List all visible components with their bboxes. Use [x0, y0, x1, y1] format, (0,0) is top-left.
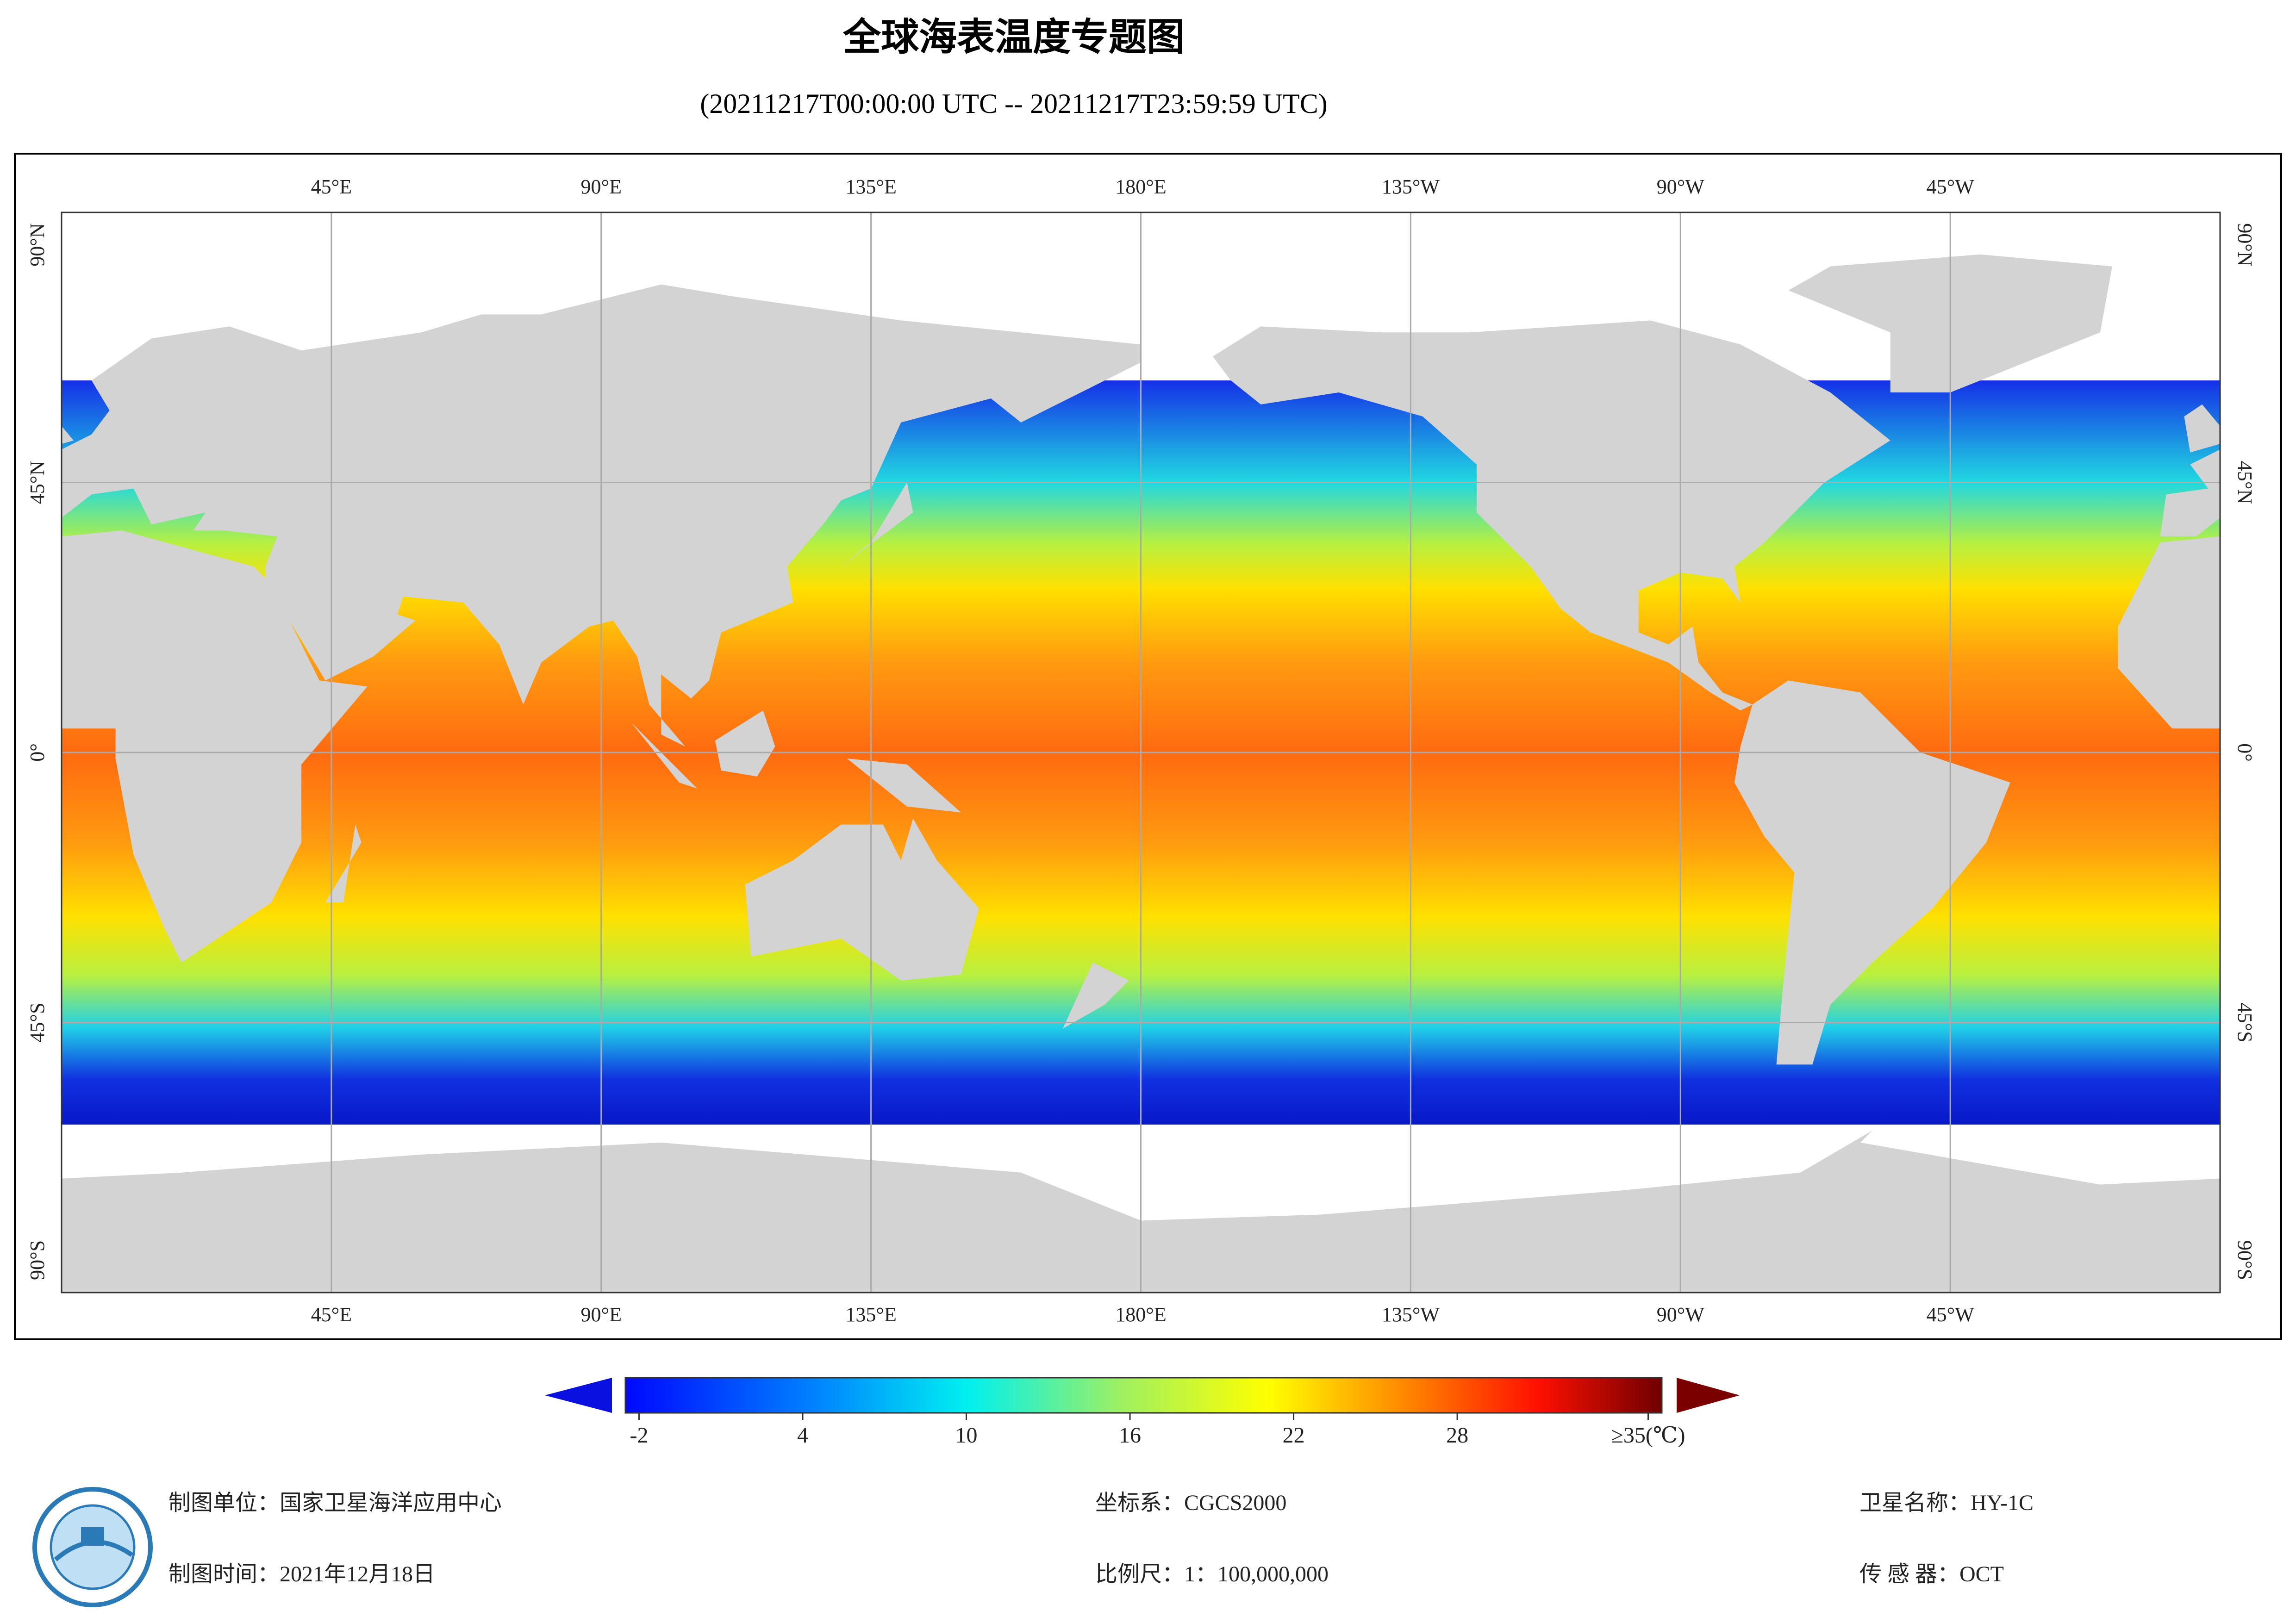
lon-label: 45°E [311, 1303, 352, 1326]
colorbar-under-arrow [545, 1378, 612, 1413]
map-border [61, 211, 2221, 1293]
lon-label: 180°E [1115, 1303, 1166, 1326]
colorbar-over-arrow [1677, 1378, 1740, 1413]
colorbar-label: 28 [1446, 1423, 1468, 1448]
lon-label: 135°W [1382, 1303, 1440, 1326]
lat-label: 0° [2234, 743, 2256, 762]
footer-scale: 比例尺：1：100,000,000 [1095, 1562, 1329, 1586]
colorbar [624, 1377, 1663, 1414]
footer-crs: 坐标系：CGCS2000 [1095, 1491, 1286, 1515]
lon-label: 180°E [1115, 175, 1166, 198]
footer-unit: 制图单位：国家卫星海洋应用中心 [168, 1491, 502, 1515]
lat-label: 90°N [2234, 223, 2256, 266]
footer-time: 制图时间：2021年12月18日 [168, 1562, 435, 1586]
colorbar-label: 16 [1119, 1423, 1141, 1448]
lon-label: 45°W [1927, 1303, 1975, 1326]
colorbar-label: 22 [1283, 1423, 1305, 1448]
title: 全球海表温度专题图 [842, 15, 1185, 59]
logo [32, 1487, 153, 1607]
lon-label: 90°W [1657, 175, 1705, 198]
lon-label: 135°E [845, 1303, 896, 1326]
footer-satellite: 卫星名称：HY-1C [1859, 1491, 2034, 1515]
lon-label: 90°E [581, 175, 622, 198]
lat-label: 0° [26, 743, 49, 762]
colorbar-label: 10 [955, 1423, 978, 1448]
lon-label: 135°E [845, 175, 896, 198]
colorbar-label: 4 [797, 1423, 808, 1448]
lat-label: 45°S [2234, 1002, 2256, 1042]
subtitle: (20211217T00:00:00 UTC -- 20211217T23:59… [700, 88, 1327, 119]
lat-label: 45°N [26, 461, 49, 504]
footer-sensor: 传 感 器：OCT [1859, 1562, 2004, 1586]
lon-label: 45°W [1927, 175, 1975, 198]
lat-label: 90°N [26, 223, 49, 266]
lon-label: 135°W [1382, 175, 1440, 198]
lat-label: 45°N [2234, 461, 2256, 504]
lat-label: 90°S [2234, 1240, 2256, 1280]
lon-label: 45°E [311, 175, 352, 198]
lon-label: 90°W [1657, 1303, 1705, 1326]
colorbar-label: -2 [630, 1423, 648, 1448]
colorbar-label: ≥35(℃) [1611, 1423, 1685, 1448]
lat-label: 45°S [26, 1002, 49, 1042]
lat-label: 90°S [26, 1240, 49, 1280]
lon-label: 90°E [581, 1303, 622, 1326]
